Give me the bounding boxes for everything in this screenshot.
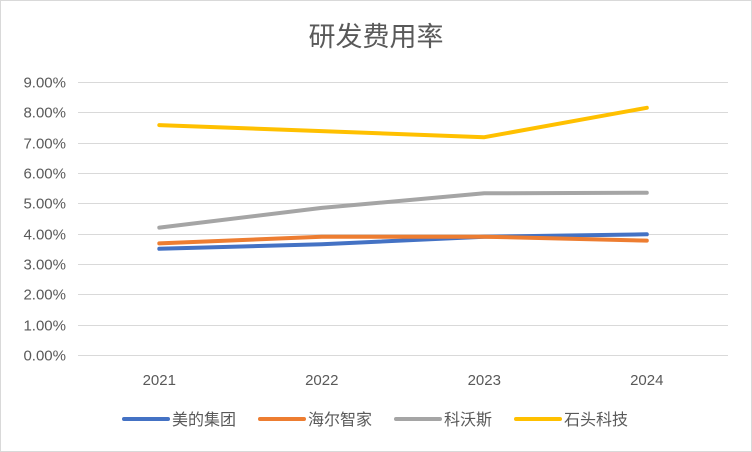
x-tick-label: 2023 [468,372,501,389]
legend-item: 科沃斯 [394,410,492,429]
y-tick-label: 9.00% [23,75,66,92]
legend-item: 美的集团 [122,410,236,429]
x-tick-label: 2022 [305,372,338,389]
y-tick-label: 8.00% [23,105,66,122]
series-line [157,234,649,246]
legend-item: 海尔智家 [258,410,372,429]
series-lines [157,105,649,251]
y-tick-label: 4.00% [23,227,66,244]
gridlines [78,82,728,356]
legend-label: 科沃斯 [444,410,492,429]
series-line [157,105,649,140]
legend-label: 海尔智家 [308,410,372,429]
y-axis-tick-labels: 0.00% 1.00% 2.00% 3.00% 4.00% 5.00% 6.00% 7.00%… [23,75,66,365]
y-tick-label: 6.00% [23,166,66,183]
x-tick-label: 2024 [630,372,663,389]
y-tick-label: 7.00% [23,136,66,153]
legend-label: 美的集团 [172,410,236,429]
legend-item: 石头科技 [514,410,628,429]
y-tick-label: 5.00% [23,196,66,213]
series-line [157,190,649,230]
y-tick-label: 1.00% [23,318,66,335]
legend: 美的集团 海尔智家 科沃斯 石头科技 [122,410,628,429]
y-tick-label: 3.00% [23,257,66,274]
x-tick-label: 2021 [143,372,176,389]
legend-label: 石头科技 [564,410,628,429]
series-line [157,232,649,251]
y-tick-label: 0.00% [23,348,66,365]
chart-title: 研发费用率 [309,22,444,53]
x-axis-tick-labels: 2021 2022 2023 2024 [143,372,664,389]
y-tick-label: 2.00% [23,287,66,304]
